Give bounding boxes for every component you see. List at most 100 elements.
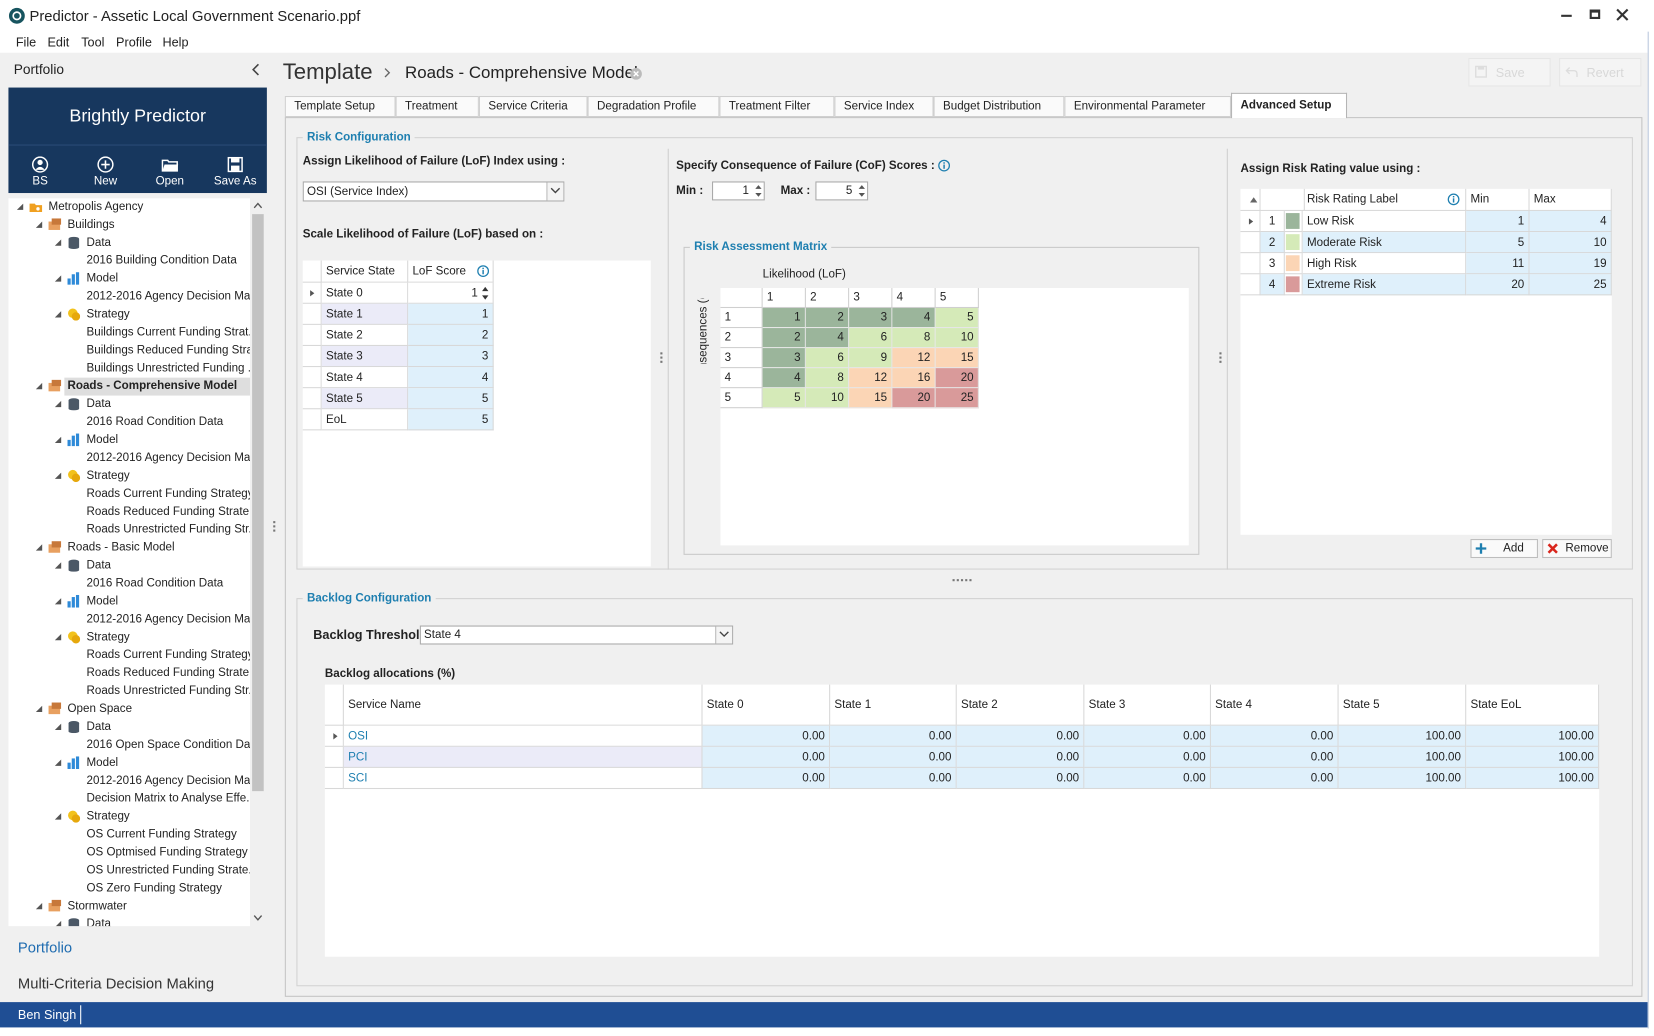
allocation-cell[interactable]: 0.00 bbox=[1210, 725, 1339, 747]
allocation-cell[interactable]: 100.00 bbox=[1338, 725, 1467, 747]
tree-item[interactable]: Buildings bbox=[67, 218, 115, 232]
tree-item[interactable]: Strategy bbox=[86, 308, 130, 321]
tree-expander[interactable] bbox=[16, 203, 24, 211]
spin-box[interactable]: 1 bbox=[712, 181, 765, 201]
rating-max[interactable]: 10 bbox=[1529, 232, 1612, 254]
dropdown-button[interactable] bbox=[546, 182, 564, 201]
allocation-cell[interactable]: 0.00 bbox=[830, 746, 957, 768]
nav-item[interactable]: Multi-Criteria Decision Making bbox=[17, 974, 215, 992]
menu-item[interactable]: Profile bbox=[116, 34, 152, 50]
tree-expander[interactable] bbox=[54, 598, 62, 605]
score-cell[interactable]: 5 bbox=[408, 388, 494, 410]
tree-item[interactable]: Buildings Unrestricted Funding ... bbox=[86, 361, 250, 375]
toolbar-button[interactable]: New bbox=[93, 175, 118, 188]
maximize-button[interactable] bbox=[1589, 9, 1601, 19]
tree-item[interactable]: Buildings Reduced Funding Stra... bbox=[86, 343, 250, 357]
tree-item[interactable]: Roads Current Funding Strategy bbox=[86, 648, 250, 662]
tree-item[interactable]: 2016 Road Condition Data bbox=[86, 415, 224, 429]
tab[interactable] bbox=[587, 95, 720, 118]
tree-expander[interactable] bbox=[54, 472, 62, 480]
tree-item[interactable]: 2012-2016 Agency Decision Ma... bbox=[86, 774, 250, 787]
tree-expander[interactable] bbox=[54, 562, 62, 569]
rating-min[interactable]: 5 bbox=[1466, 232, 1530, 254]
allocation-cell[interactable]: 0.00 bbox=[830, 767, 957, 790]
rating-label[interactable]: Low Risk bbox=[1302, 210, 1467, 233]
tree-item[interactable]: Strategy bbox=[86, 630, 130, 644]
nav-item[interactable]: Portfolio bbox=[17, 938, 73, 956]
tree-item[interactable]: 2016 Open Space Condition Data bbox=[86, 738, 250, 752]
allocation-cell[interactable]: 100.00 bbox=[1338, 767, 1467, 790]
score-cell[interactable]: 4 bbox=[408, 367, 494, 389]
table-button[interactable] bbox=[1542, 539, 1612, 559]
minimize-button[interactable] bbox=[1561, 14, 1572, 17]
service-name[interactable]: SCI bbox=[343, 767, 703, 790]
tab[interactable] bbox=[1064, 95, 1232, 118]
tree-item[interactable]: Data bbox=[86, 917, 112, 927]
rating-min[interactable]: 1 bbox=[1466, 210, 1530, 233]
rating-max[interactable]: 4 bbox=[1529, 210, 1612, 233]
tree-item[interactable]: Model bbox=[86, 433, 119, 447]
dropdown-button[interactable] bbox=[715, 626, 733, 644]
allocation-cell[interactable]: 100.00 bbox=[1466, 767, 1600, 790]
toolbar-button[interactable]: Save As bbox=[213, 175, 257, 188]
allocation-cell[interactable]: 0.00 bbox=[1084, 746, 1211, 768]
tab[interactable] bbox=[478, 95, 588, 118]
allocation-cell[interactable]: 0.00 bbox=[702, 725, 831, 747]
tree-item[interactable]: 2012-2016 Agency Decision Ma... bbox=[86, 451, 250, 465]
allocation-cell[interactable]: 100.00 bbox=[1466, 725, 1600, 747]
tree-expander[interactable] bbox=[54, 633, 62, 641]
tree-expander[interactable] bbox=[35, 382, 43, 390]
score-cell[interactable]: 1 bbox=[408, 303, 494, 325]
tree-item[interactable]: OS Unrestricted Funding Strate... bbox=[86, 863, 250, 877]
tree-item[interactable]: 2016 Road Condition Data bbox=[86, 577, 224, 590]
tree-item[interactable]: Strategy bbox=[86, 469, 130, 483]
spin-box[interactable]: 5 bbox=[815, 181, 869, 201]
tree-expander[interactable] bbox=[54, 400, 62, 408]
tree-item[interactable]: 2012-2016 Agency Decision Ma... bbox=[86, 612, 250, 626]
tree-item[interactable]: OS Optmised Funding Strategy ... bbox=[86, 845, 250, 859]
action-button[interactable] bbox=[1468, 58, 1551, 87]
tree-item[interactable]: Stormwater bbox=[67, 899, 127, 913]
allocation-cell[interactable]: 0.00 bbox=[1210, 767, 1339, 790]
allocation-cell[interactable]: 100.00 bbox=[1466, 746, 1600, 768]
tab[interactable] bbox=[1231, 92, 1348, 119]
close-template[interactable] bbox=[630, 68, 643, 81]
allocation-cell[interactable]: 0.00 bbox=[830, 725, 957, 747]
tree-item[interactable]: 2012-2016 Agency Decision Ma... bbox=[86, 290, 250, 303]
tree-item[interactable]: Model bbox=[86, 756, 119, 769]
allocation-cell[interactable]: 0.00 bbox=[702, 746, 831, 768]
tree-expander[interactable] bbox=[54, 436, 62, 444]
rating-label[interactable]: Extreme Risk bbox=[1302, 274, 1467, 296]
tree-item[interactable]: Data bbox=[86, 720, 112, 734]
tree-item[interactable]: Roads Reduced Funding Strate... bbox=[86, 666, 250, 680]
tab[interactable] bbox=[284, 95, 396, 118]
allocation-cell[interactable]: 100.00 bbox=[1338, 746, 1467, 768]
tree-expander[interactable] bbox=[54, 311, 62, 318]
tree-item[interactable]: Decision Matrix to Analyse Effe... bbox=[86, 792, 250, 805]
rating-min[interactable]: 11 bbox=[1466, 253, 1530, 275]
allocation-cell[interactable]: 0.00 bbox=[1084, 767, 1211, 790]
allocation-cell[interactable]: 0.00 bbox=[1084, 725, 1211, 747]
toolbar-button[interactable]: BS bbox=[32, 175, 48, 188]
lof-index-dropdown[interactable]: OSI (Service Index) bbox=[302, 181, 565, 202]
table-button[interactable] bbox=[1470, 539, 1538, 559]
tree-item[interactable]: Buildings Current Funding Strat... bbox=[86, 325, 250, 339]
tree-item[interactable]: Roads - Comprehensive Model bbox=[67, 379, 238, 393]
tree-expander[interactable] bbox=[55, 920, 62, 927]
threshold-dropdown[interactable]: State 4 bbox=[419, 625, 734, 645]
tree-expander[interactable] bbox=[54, 813, 62, 820]
scroll-thumb[interactable] bbox=[252, 214, 264, 792]
service-name[interactable]: OSI bbox=[343, 725, 703, 747]
rating-max[interactable]: 19 bbox=[1529, 253, 1612, 275]
toolbar-button[interactable]: Open bbox=[155, 175, 185, 188]
score-cell[interactable]: 5 bbox=[408, 409, 494, 431]
allocation-cell[interactable]: 0.00 bbox=[1210, 746, 1339, 768]
tree-item[interactable]: Roads Reduced Funding Strate... bbox=[86, 505, 250, 518]
rating-min[interactable]: 20 bbox=[1466, 274, 1530, 296]
close-button[interactable] bbox=[1616, 8, 1629, 21]
tree-expander[interactable] bbox=[35, 705, 43, 713]
tree-expander[interactable] bbox=[54, 275, 62, 282]
tree-expander[interactable] bbox=[54, 239, 62, 246]
service-name[interactable]: PCI bbox=[343, 746, 703, 768]
tab[interactable] bbox=[933, 95, 1065, 118]
